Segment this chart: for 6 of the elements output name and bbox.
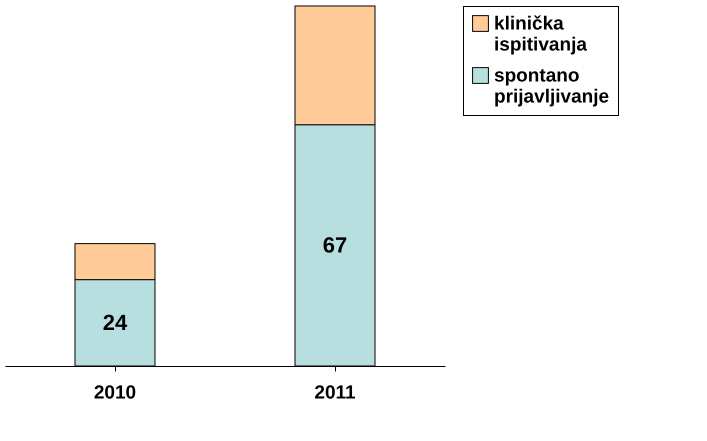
legend-label: klinička ispitivanja [494, 14, 588, 56]
x-tick-label: 2011 [314, 382, 356, 404]
x-tick-label: 2010 [94, 382, 136, 404]
legend-label: spontano prijavljivanje [494, 66, 610, 108]
data-label: 67 [322, 232, 348, 258]
data-label: 24 [102, 310, 128, 335]
